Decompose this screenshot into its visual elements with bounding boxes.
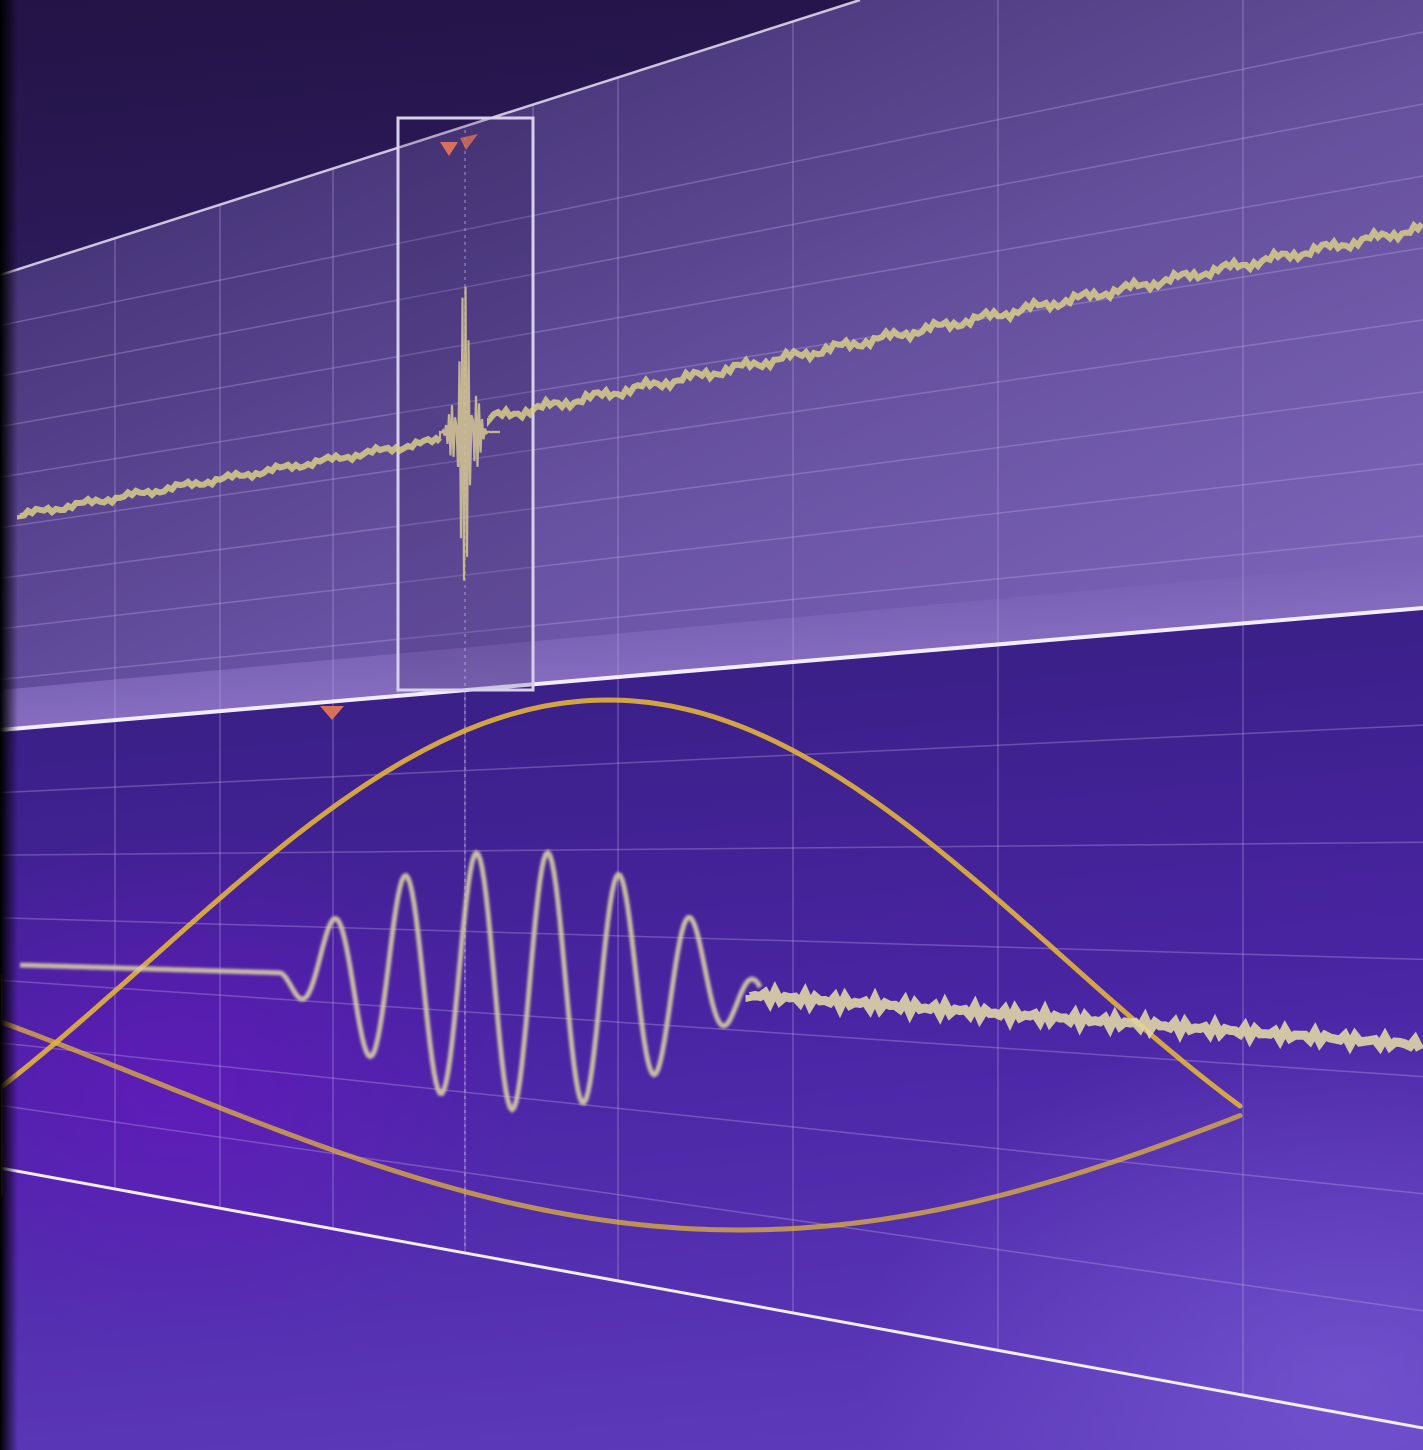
lower-grid-hline [0,916,1423,961]
lower-grid-hline [0,1042,1423,1195]
lower-panel-grid [0,625,1423,1396]
upper-panel-glow [0,560,1423,730]
lower-grid-hline [0,724,1423,794]
lower-burst-trace [19,849,763,1114]
upper-grid-hline [0,319,1423,529]
upper-panel-top-edge [0,0,861,277]
upper-grid-hline [0,535,1423,681]
lower-noisy-trace [745,980,1423,1055]
sine-trace-falling [0,972,1243,1233]
upper-panel-bottom-edge [0,606,1423,732]
upper-grid-hline [0,175,1423,428]
left-edge-shadow [0,0,18,1450]
zoom-marker-icon[interactable] [320,706,344,720]
upper-grid-hline [0,391,1423,580]
trigger-marker-icon[interactable] [440,134,478,156]
lower-grid-hline [0,841,1423,856]
sine-trace-rising [0,697,1243,1198]
upper-grid-hline [0,463,1423,630]
upper-burst-trace [438,286,500,581]
upper-panel [0,0,1423,730]
lower-panel-bottom-edge [0,1166,1423,1430]
upper-panel-grid [0,0,1423,721]
upper-grid-hline [0,247,1423,478]
upper-grid-hline [0,31,1423,327]
upper-noisy-trace [17,220,1423,520]
lower-grid-hline [0,979,1423,1078]
upper-grid-hline [0,103,1423,377]
lower-grid-hline [0,1104,1423,1312]
